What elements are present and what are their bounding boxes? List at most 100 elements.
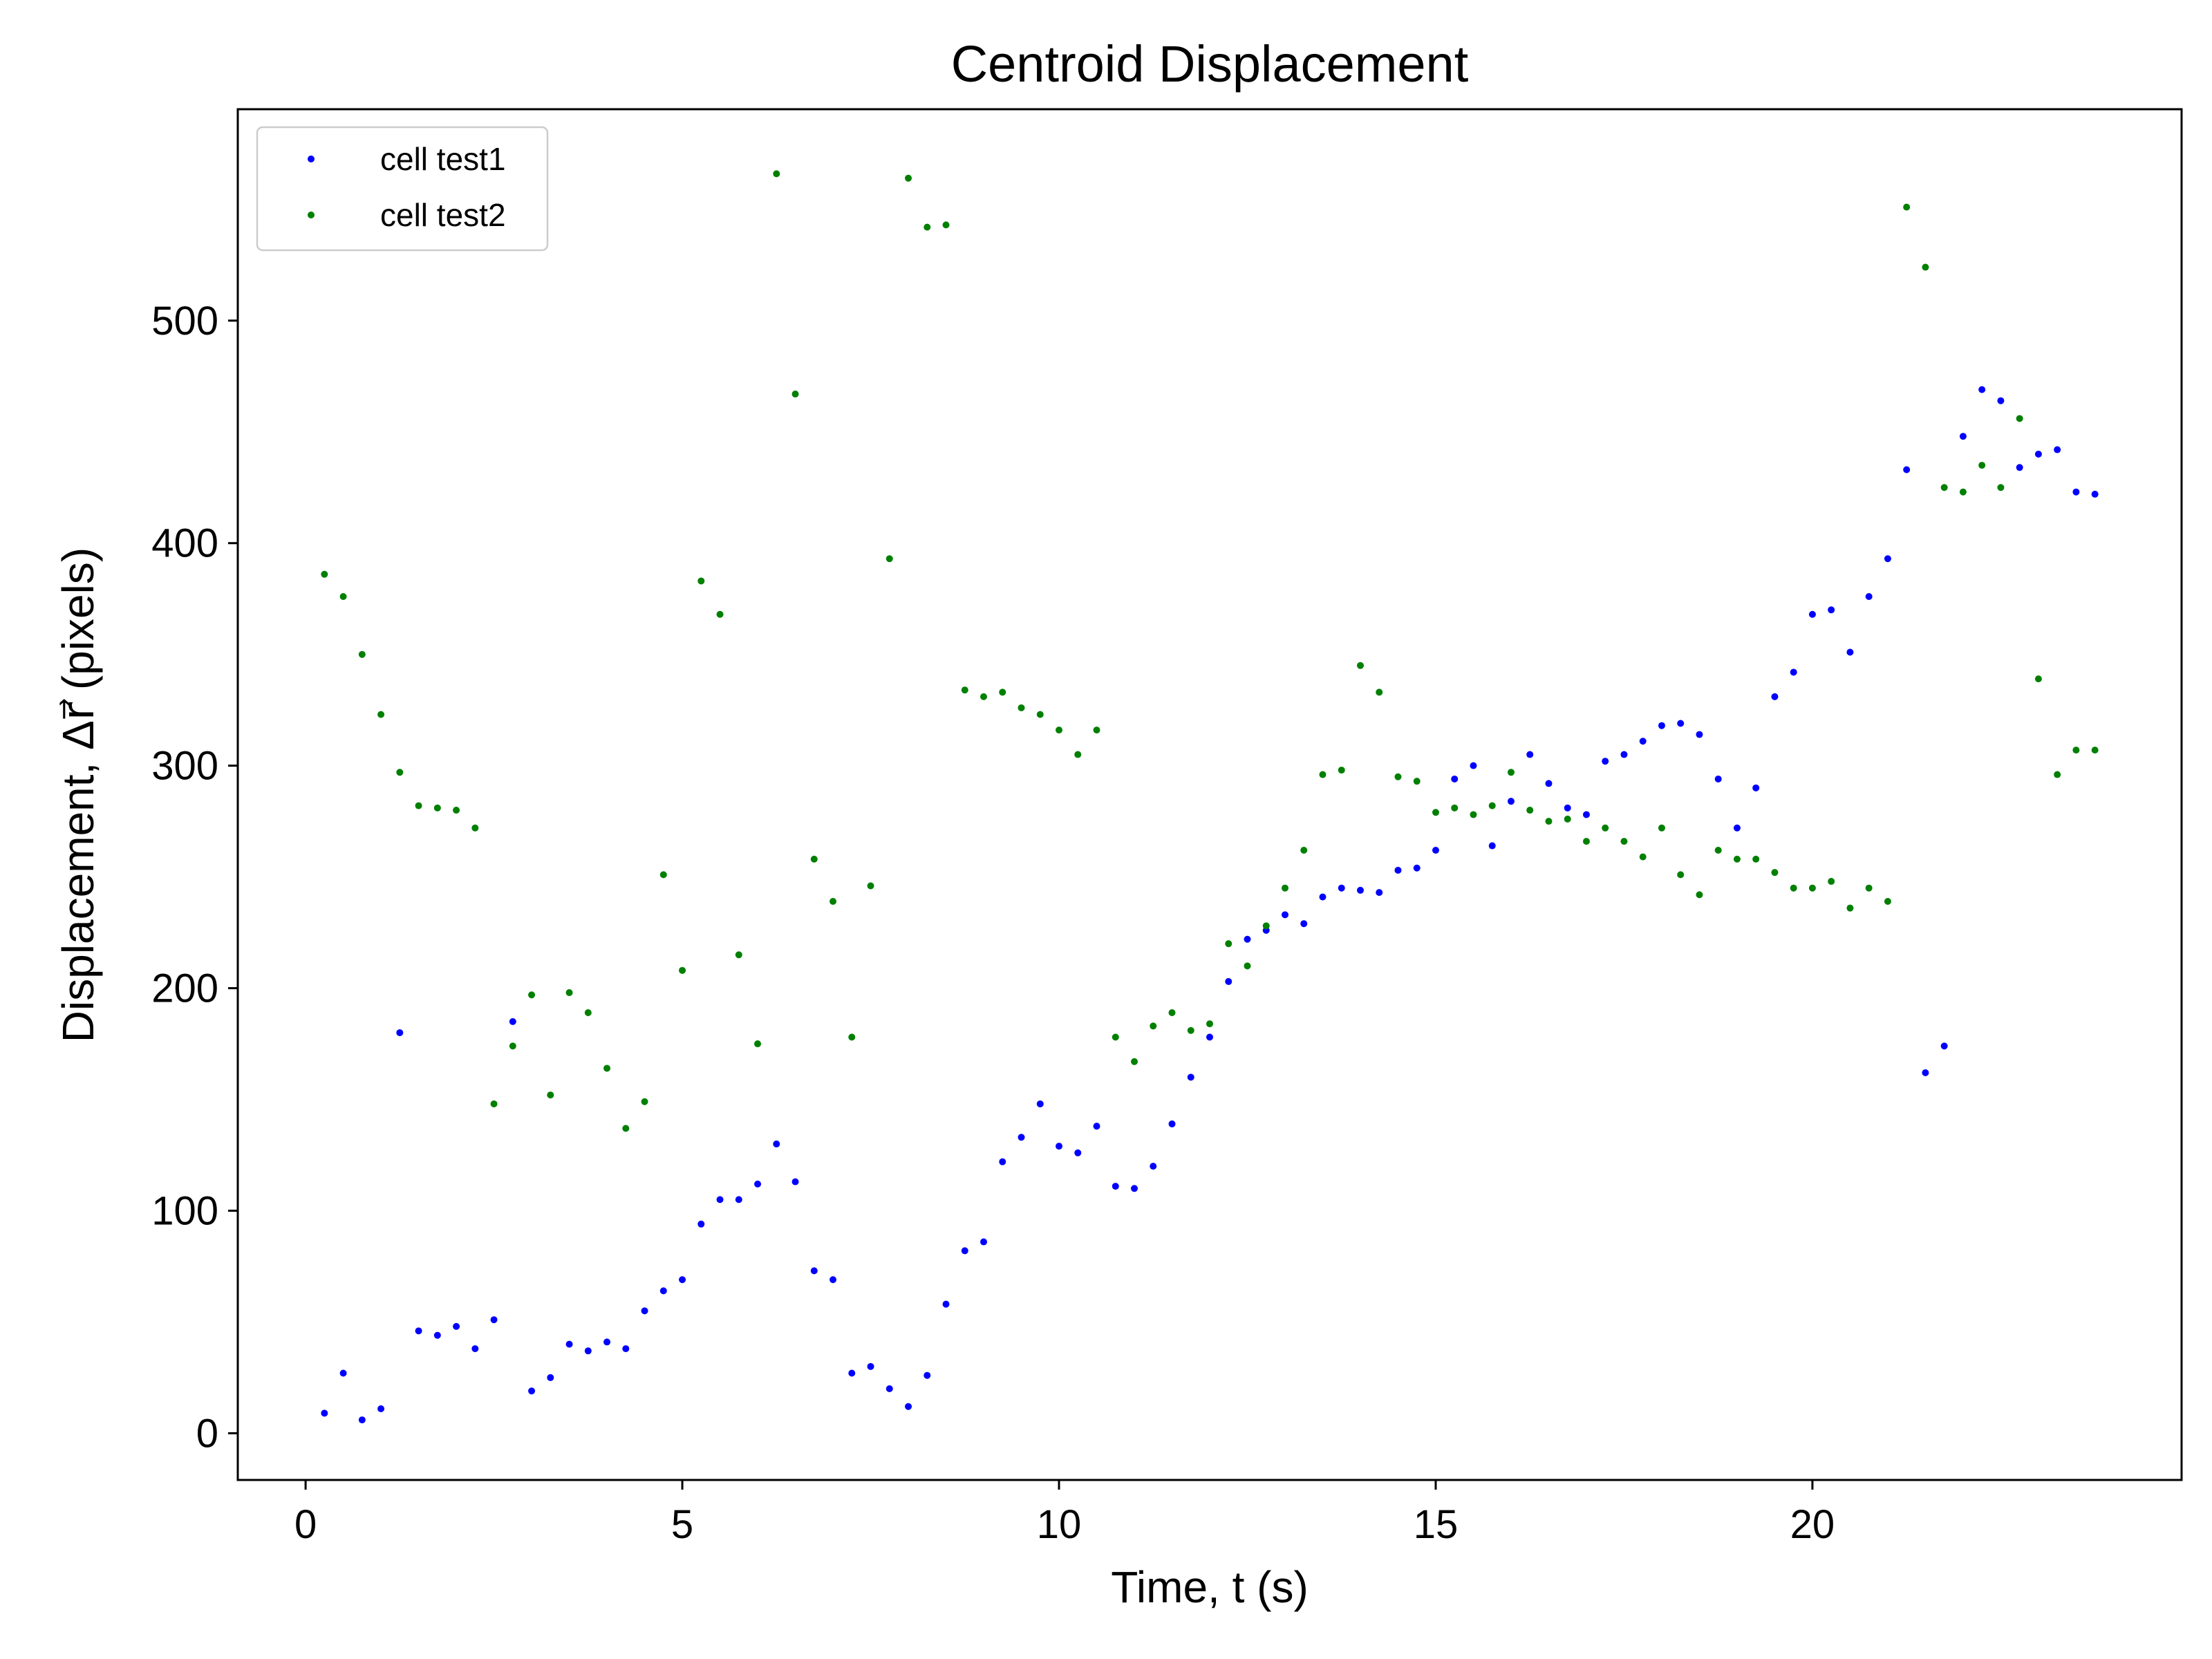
point-cell-test2 — [1639, 853, 1647, 861]
point-cell-test1 — [1582, 811, 1590, 818]
point-cell-test2 — [2034, 675, 2042, 683]
point-cell-test2 — [1790, 884, 1797, 892]
point-cell-test1 — [810, 1267, 818, 1275]
point-cell-test2 — [603, 1065, 611, 1072]
y-tick-label: 400 — [151, 521, 218, 566]
point-cell-test2 — [980, 693, 988, 700]
point-cell-test1 — [1432, 846, 1439, 854]
point-cell-test1 — [1828, 606, 1835, 614]
point-cell-test2 — [1940, 484, 1948, 491]
point-cell-test1 — [1978, 386, 1986, 393]
point-cell-test2 — [1865, 884, 1873, 892]
chart-title: Centroid Displacement — [951, 35, 1469, 93]
point-cell-test1 — [1865, 592, 1873, 600]
point-cell-test2 — [509, 1042, 516, 1050]
point-cell-test1 — [791, 1178, 799, 1185]
point-cell-test2 — [584, 1009, 592, 1016]
point-cell-test2 — [2072, 747, 2080, 754]
point-cell-test1 — [1319, 893, 1327, 901]
point-cell-test1 — [1677, 720, 1685, 727]
point-cell-test1 — [754, 1180, 762, 1188]
point-cell-test2 — [1281, 884, 1288, 892]
point-cell-test2 — [885, 555, 893, 563]
point-cell-test2 — [1168, 1009, 1176, 1016]
point-cell-test1 — [528, 1387, 536, 1395]
point-cell-test2 — [377, 711, 385, 718]
point-cell-test1 — [603, 1338, 611, 1346]
point-cell-test2 — [942, 221, 950, 229]
point-cell-test1 — [1545, 780, 1553, 787]
point-cell-test2 — [1470, 811, 1477, 818]
point-cell-test2 — [1828, 878, 1835, 885]
point-cell-test2 — [1432, 809, 1439, 816]
point-cell-test1 — [1846, 648, 1854, 656]
point-cell-test1 — [358, 1416, 366, 1424]
point-cell-test2 — [1338, 767, 1345, 774]
point-cell-test1 — [339, 1369, 347, 1377]
point-cell-test2 — [697, 577, 705, 585]
point-cell-test1 — [1376, 889, 1383, 897]
point-cell-test2 — [415, 802, 422, 809]
legend-label-cell-test2: cell test2 — [380, 197, 506, 233]
point-cell-test1 — [905, 1403, 912, 1410]
point-cell-test2 — [1846, 904, 1854, 912]
point-cell-test2 — [2091, 747, 2099, 754]
point-cell-test1 — [735, 1196, 742, 1203]
point-cell-test2 — [1451, 804, 1459, 812]
plot-area — [238, 109, 2182, 1480]
point-cell-test1 — [547, 1374, 554, 1381]
point-cell-test1 — [1903, 466, 1911, 474]
point-cell-test1 — [1168, 1120, 1176, 1127]
legend-marker-cell-test1 — [308, 156, 315, 162]
point-cell-test1 — [1922, 1069, 1929, 1076]
point-cell-test1 — [565, 1340, 573, 1348]
y-tick-label: 0 — [196, 1411, 218, 1456]
point-cell-test2 — [1300, 846, 1308, 854]
legend-label-cell-test1: cell test1 — [380, 141, 506, 177]
point-cell-test2 — [1150, 1022, 1157, 1030]
point-cell-test1 — [1790, 668, 1797, 676]
point-cell-test2 — [1187, 1027, 1194, 1034]
point-cell-test1 — [1714, 775, 1722, 782]
point-cell-test2 — [1922, 263, 1929, 271]
point-cell-test2 — [1413, 778, 1421, 785]
point-cell-test2 — [1206, 1020, 1213, 1028]
point-cell-test2 — [791, 391, 799, 398]
point-cell-test1 — [1733, 824, 1741, 832]
legend: cell test1 cell test2 — [256, 126, 549, 252]
point-cell-test1 — [961, 1247, 968, 1255]
legend-box — [256, 126, 549, 252]
point-cell-test2 — [1018, 704, 1025, 711]
point-cell-test1 — [2034, 450, 2042, 458]
point-cell-test2 — [659, 871, 667, 879]
point-cell-test2 — [1056, 727, 1063, 734]
point-cell-test2 — [641, 1098, 648, 1105]
point-cell-test2 — [1036, 711, 1044, 718]
x-tick-label: 0 — [294, 1502, 317, 1547]
point-cell-test1 — [773, 1140, 780, 1147]
point-cell-test1 — [1300, 920, 1308, 928]
point-cell-test1 — [1244, 935, 1251, 943]
point-cell-test2 — [961, 686, 968, 694]
point-cell-test2 — [735, 951, 742, 959]
point-cell-test2 — [396, 769, 404, 776]
point-cell-test1 — [433, 1331, 441, 1339]
point-cell-test1 — [377, 1405, 385, 1412]
point-cell-test2 — [321, 570, 328, 578]
x-tick-label: 20 — [1790, 1502, 1835, 1547]
point-cell-test1 — [716, 1196, 724, 1203]
point-cell-test2 — [905, 174, 912, 182]
y-tick-label: 100 — [151, 1188, 218, 1233]
point-cell-test2 — [1131, 1058, 1138, 1065]
point-cell-test2 — [1225, 940, 1232, 948]
point-cell-test2 — [547, 1091, 554, 1099]
point-cell-test2 — [1112, 1033, 1119, 1041]
point-cell-test1 — [2016, 464, 2023, 471]
point-cell-test2 — [433, 804, 441, 812]
point-cell-test1 — [2054, 446, 2061, 453]
point-cell-test1 — [2072, 488, 2080, 496]
point-cell-test2 — [1526, 807, 1534, 814]
point-cell-test1 — [1507, 798, 1515, 805]
point-cell-test1 — [942, 1300, 950, 1308]
